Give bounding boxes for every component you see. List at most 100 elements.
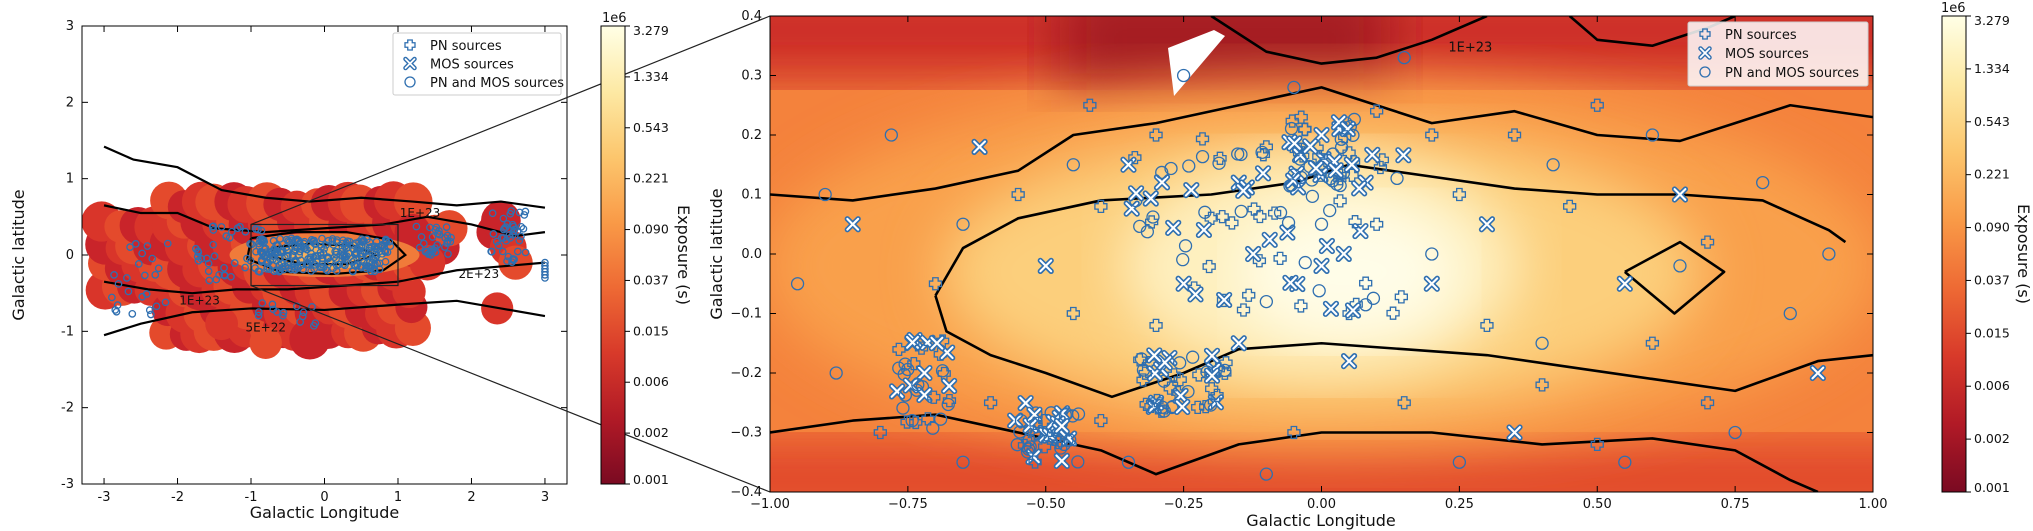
source-marker (254, 308, 263, 316)
x-tick-label: 2 (467, 490, 475, 505)
contour-line (103, 299, 546, 337)
source-marker (307, 267, 316, 275)
circle-marker (1178, 239, 1193, 253)
no-data-patch (1168, 30, 1225, 96)
source-marker (441, 243, 449, 251)
x-circle-marker (1344, 302, 1362, 319)
plus-circle-marker (1225, 216, 1239, 230)
source-marker (318, 260, 326, 269)
source-marker (517, 232, 525, 241)
x-circle-marker (1203, 367, 1221, 384)
plus-circle-marker (1195, 132, 1210, 146)
source-marker (147, 310, 155, 319)
x-circle-marker (1286, 135, 1303, 152)
source-marker (494, 241, 503, 250)
right-colorbar-label: Exposure (s) (2014, 204, 2033, 304)
x-circle-marker (1343, 156, 1360, 173)
x-circle-marker (1313, 257, 1330, 274)
plus-circle-marker (1052, 435, 1066, 450)
source-marker (217, 223, 226, 231)
circle-marker (1756, 175, 1770, 190)
y-tick-label: -2 (61, 401, 74, 416)
x-circle-marker (1302, 138, 1319, 155)
x-circle-marker (403, 56, 417, 71)
x-circle-marker (928, 335, 946, 352)
source-marker (204, 267, 213, 276)
source-marker (212, 275, 221, 284)
x-circle-marker (1478, 216, 1496, 233)
right-ylabel: Galactic latitude (707, 188, 726, 319)
colorbar-tick-label: 0.015 (633, 323, 669, 338)
x-circle-marker (1053, 405, 1071, 422)
circle-marker (1020, 445, 1035, 459)
plus-circle-marker (1370, 217, 1384, 231)
x-circle-marker (1698, 46, 1712, 60)
source-marker (270, 267, 279, 276)
source-marker (292, 302, 301, 311)
x-circle-marker (1322, 300, 1340, 317)
plus-circle-marker (1294, 299, 1308, 313)
source-marker (209, 226, 218, 234)
x-circle-marker (1146, 365, 1163, 382)
circle-marker (1390, 171, 1404, 186)
plus-circle-marker (1349, 297, 1363, 312)
source-marker (114, 280, 123, 288)
plus-circle-marker (1397, 396, 1411, 410)
y-tick-label: -3 (61, 477, 74, 492)
x-circle-marker (1364, 146, 1381, 163)
circle-marker (1186, 350, 1200, 364)
plus-circle-marker (1219, 356, 1233, 370)
plus-circle-marker (1173, 372, 1187, 387)
source-marker (444, 250, 452, 258)
left-x-axis: -3 -2 -1 0 1 2 3 (98, 26, 549, 505)
circle-marker (1259, 467, 1273, 481)
source-marker (374, 243, 383, 251)
legend-label: PN and MOS sources (430, 76, 564, 91)
plus-circle-marker (1138, 366, 1152, 380)
plus-circle-marker (935, 334, 950, 348)
circle-marker (1699, 66, 1711, 78)
left-panel: 1E+23 2E+23 1E+23 5E+22 -3 -2 -1 0 1 2 3 -3 -2 -1 0 1… (9, 19, 568, 522)
source-marker (341, 261, 349, 270)
x-tick-label: −0.25 (1164, 497, 1204, 512)
contour-line (1210, 16, 1488, 65)
circle-marker (790, 277, 805, 291)
circle-marker (1293, 152, 1307, 166)
circle-marker (1164, 161, 1178, 176)
source-marker (110, 271, 118, 279)
source-marker (323, 266, 332, 275)
circle-marker (1176, 253, 1190, 267)
colorbar-tick-label: 3.279 (1974, 13, 2010, 28)
plus-circle-marker (1370, 104, 1384, 118)
plus-circle-marker (1242, 288, 1256, 302)
plus-circle-marker (1394, 290, 1408, 304)
x-circle-marker (1261, 231, 1278, 248)
circle-marker (1071, 407, 1086, 421)
plus-circle-marker (1452, 187, 1467, 202)
plus-circle-marker (1066, 306, 1080, 321)
source-marker (230, 259, 239, 267)
zoom-connector-top (250, 15, 771, 226)
plus-circle-marker (1700, 235, 1715, 249)
source-marker (506, 234, 515, 242)
plus-circle-marker (1133, 353, 1147, 367)
x-circle-marker (1216, 291, 1233, 309)
circle-marker (1618, 455, 1632, 469)
circle-marker (941, 397, 955, 412)
source-marker (265, 248, 274, 257)
x-circle-marker (1279, 224, 1296, 241)
left-colorbar: 1e6 3.279 1.334 0.543 0.221 0.090 0.037 0.015 0… (600, 11, 693, 487)
source-marker (227, 272, 235, 281)
source-marker (506, 209, 515, 218)
source-marker (268, 300, 277, 309)
plus-circle-marker (1094, 199, 1108, 214)
x-tick-label: 0.75 (1721, 497, 1750, 512)
circle-marker (1347, 112, 1361, 127)
source-marker (203, 254, 211, 263)
circle-marker (1330, 177, 1344, 191)
circle-marker (1728, 425, 1742, 440)
colorbar-tick-label: 0.090 (633, 222, 669, 237)
plus-circle-marker (1199, 399, 1213, 414)
source-marker (287, 234, 296, 243)
colorbar-tick-label: 0.037 (633, 272, 669, 287)
